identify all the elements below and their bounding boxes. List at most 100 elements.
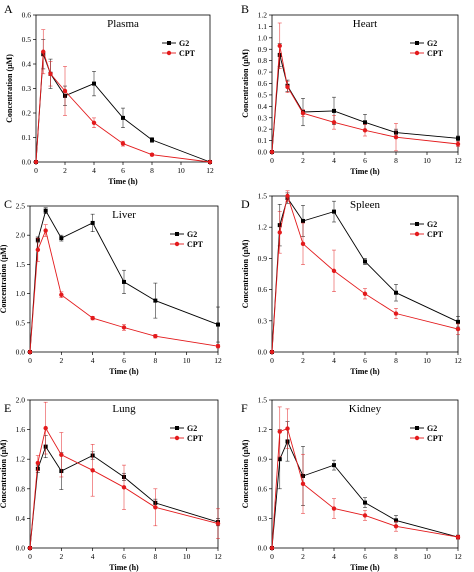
x-tick-label: 0 [270,356,274,365]
legend-marker [174,435,180,441]
series-line [29,209,219,353]
y-tick-label: 0.5 [16,318,26,327]
y-tick-label: 0.1 [22,133,32,142]
x-tick-label: 4 [91,356,95,365]
y-tick-label: 1.0 [258,33,268,42]
x-tick-label: 12 [206,166,214,175]
x-tick-label: 0 [34,166,38,175]
data-point [62,88,68,94]
series-g2 [28,207,220,354]
data-point [277,230,282,235]
x-tick-label: 4 [91,552,95,561]
x-tick-label: 8 [394,356,398,365]
data-point [121,115,125,120]
y-tick-label: 1.5 [258,192,268,201]
data-point [43,228,48,233]
series-cpt [27,401,221,551]
legend-label: G2 [187,424,197,433]
y-tick-label: 0.8 [16,484,26,493]
series-cpt [33,29,213,165]
y-axis-label: Concentration (μM) [241,239,250,308]
x-tick-label: 0 [28,552,32,561]
x-tick-label: 0 [28,356,32,365]
y-tick-label: 0.6 [258,285,268,294]
x-axis-label: Time (h) [109,367,139,376]
legend-marker [415,222,419,226]
legend-item-cpt: CPT [410,230,444,239]
y-tick-label: 0.3 [258,514,268,523]
x-tick-label: 0 [270,156,274,165]
legend-item-cpt: CPT [410,434,444,443]
y-tick-label: 0.9 [258,254,268,263]
data-point [277,457,282,462]
data-point [90,220,95,225]
data-point [277,429,282,434]
series-line [29,426,219,549]
data-point [363,500,367,505]
y-tick-label: 0.6 [258,79,268,88]
chart-panel-spleen: 0 2 4 6 8 10 12 0.0 0.3 0.6 0.9 1.2 1.5 Time (h) Conce… [241,190,462,376]
y-tick-label: 1.2 [16,455,26,464]
chart-panel-kidney: 0 2 4 6 8 10 12 0.0 0.3 0.6 0.9 1.2 1.5 Time (h) Conce… [241,396,462,572]
legend-item-cpt: CPT [410,49,444,58]
legend-item-cpt: CPT [162,49,196,58]
legend-marker [166,50,172,56]
chart-panel-lung: 0 2 4 6 8 10 12 0.0 0.4 0.8 1.2 1.6 2.0 Time (h) Conce… [0,396,222,572]
data-point [331,268,337,274]
y-tick-label: 0.9 [258,455,268,464]
x-axis-label: Time (h) [108,177,138,186]
legend-item-g2: G2 [410,220,437,229]
data-point [331,120,337,125]
data-point [393,311,399,316]
y-tick-label: 1.5 [258,396,268,405]
legend-item-cpt: CPT [170,240,204,249]
x-tick-label: 2 [301,156,305,165]
x-tick-label: 2 [301,552,305,561]
x-tick-label: 2 [301,356,305,365]
data-point [59,452,64,457]
data-point [48,71,53,77]
data-point [121,485,127,490]
legend-marker [414,50,420,56]
legend-item-g2: G2 [410,424,437,433]
data-point [393,524,399,529]
panel-letter: B [241,2,249,16]
data-point [215,343,221,349]
y-tick-label: 0.0 [258,544,268,553]
data-point [27,545,33,551]
data-point [394,518,398,523]
x-tick-label: 4 [332,356,336,365]
series-line [35,54,211,163]
y-axis-label: Concentration (μM) [0,439,8,508]
legend-label: CPT [179,49,196,58]
panel-letter: A [4,2,13,16]
series-line [29,229,219,353]
legend-marker [167,41,171,45]
x-tick-label: 10 [423,356,431,365]
chart-panel-liver: 0 2 4 6 8 10 12 0.0 0.5 1.0 1.5 2.0 2.5 Time (h) Conce… [0,197,222,376]
y-tick-label: 1.1 [258,22,268,31]
plot-frame [35,14,211,163]
y-tick-label: 2.0 [16,396,26,405]
series-g2 [270,192,460,354]
y-tick-label: 0.0 [16,348,26,357]
data-point [216,322,220,327]
x-axis-label: Time (h) [350,563,380,572]
y-tick-label: 1.2 [258,11,268,20]
chart-panel-plasma: 0 2 4 6 8 10 12 0.0 0.1 0.2 0.3 0.4 0.5 0.6 Time (h) Co… [4,2,214,186]
data-point [331,506,337,511]
data-point [153,334,158,339]
data-point [285,193,290,199]
data-point [363,259,367,264]
data-point [393,134,399,140]
x-tick-label: 6 [121,166,125,175]
series-line [271,54,459,153]
data-point [121,325,127,330]
panel-title: Liver [112,209,136,221]
legend-label: CPT [427,434,444,443]
series-line [35,51,211,163]
y-tick-label: 0.0 [258,148,268,157]
x-tick-label: 10 [183,552,191,561]
y-tick-label: 1.5 [16,260,26,269]
panel-letter: C [4,197,12,211]
